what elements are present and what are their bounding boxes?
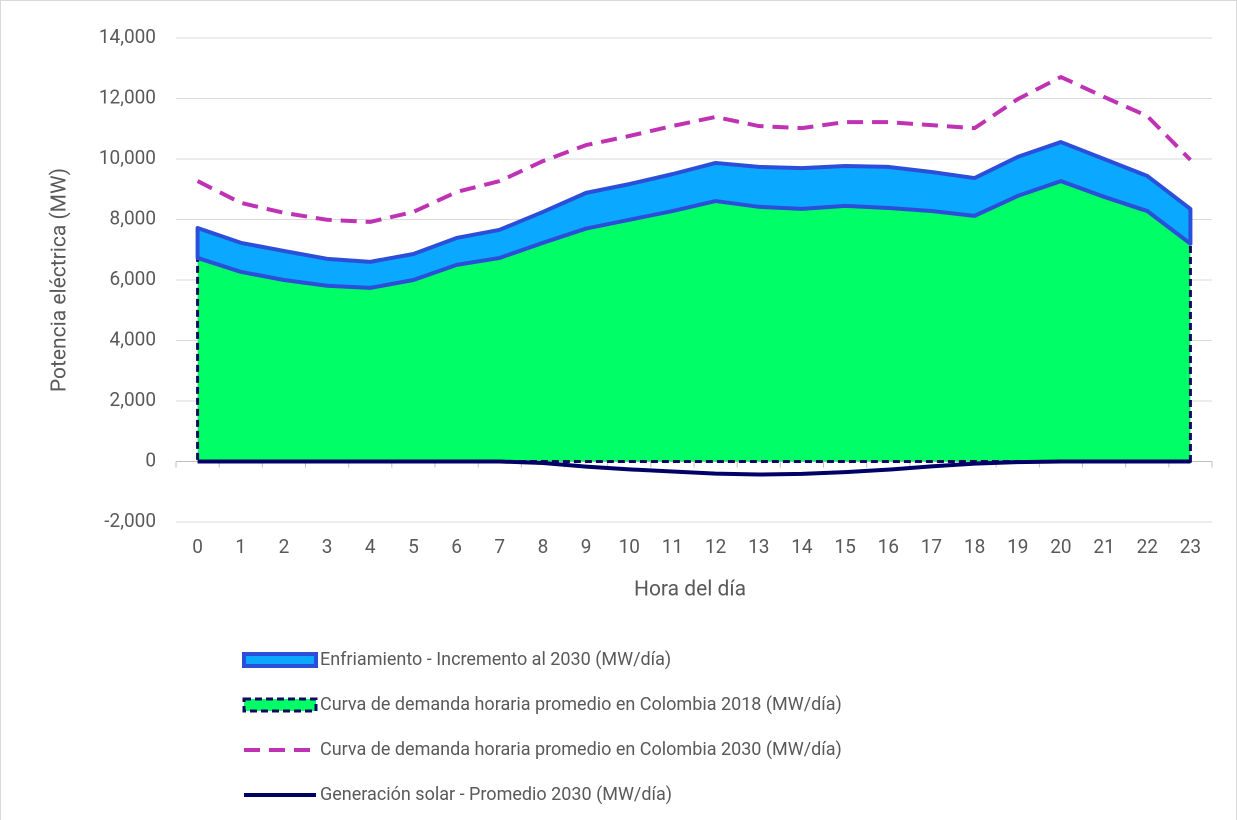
x-tick-label: 21	[1093, 535, 1114, 558]
x-tick-label: 1	[235, 535, 246, 558]
x-tick-label: 11	[662, 535, 683, 558]
line	[197, 459, 1191, 477]
legend-label: Curva de demanda horaria promedio en Col…	[320, 739, 842, 760]
x-tick-label: 17	[921, 535, 942, 558]
x-tick-label: 15	[834, 535, 855, 558]
y-tick-label: 2,000	[110, 388, 156, 411]
x-tick-label: 14	[791, 535, 813, 558]
legend-label: Generación solar - Promedio 2030 (MW/día…	[320, 784, 672, 805]
x-tick-label: 7	[494, 535, 505, 558]
x-tick-label: 18	[964, 535, 985, 558]
x-tick-label: 9	[581, 535, 592, 558]
y-axis-title: Potencia eléctrica (MW)	[48, 168, 72, 392]
x-tick-label: 3	[322, 535, 333, 558]
y-tick-label: 6,000	[110, 267, 156, 290]
x-tick-label: 6	[451, 535, 462, 558]
y-tick-label: 0	[145, 449, 156, 472]
x-tick-label: 2	[279, 535, 290, 558]
legend-swatch	[242, 697, 318, 713]
legend-swatch	[242, 652, 318, 668]
legend-label: Enfriamiento - Incremento al 2030 (MW/dí…	[320, 649, 671, 670]
x-tick-label: 13	[748, 535, 769, 558]
x-tick-label: 23	[1180, 535, 1201, 558]
x-tick-label: 0	[192, 535, 203, 558]
x-axis-title: Hora del día	[634, 578, 746, 602]
x-tick-label: 10	[619, 535, 640, 558]
y-tick-label: 4,000	[110, 328, 156, 351]
x-tick-label: 8	[538, 535, 549, 558]
y-tick-label: 14,000	[99, 25, 156, 48]
y-tick-label: -2,000	[104, 509, 156, 532]
x-tick-label: 4	[365, 535, 376, 558]
x-tick-label: 19	[1007, 535, 1028, 558]
x-tick-label: 20	[1050, 535, 1071, 558]
line	[196, 75, 1192, 224]
x-tick-label: 12	[705, 535, 726, 558]
x-tick-label: 5	[408, 535, 419, 558]
y-tick-label: 12,000	[99, 86, 156, 109]
x-tick-label: 22	[1137, 535, 1158, 558]
y-tick-label: 8,000	[110, 207, 156, 230]
legend-label: Curva de demanda horaria promedio en Col…	[320, 694, 842, 715]
area	[195, 140, 1193, 290]
x-tick-label: 16	[878, 535, 899, 558]
y-tick-label: 10,000	[99, 146, 156, 169]
